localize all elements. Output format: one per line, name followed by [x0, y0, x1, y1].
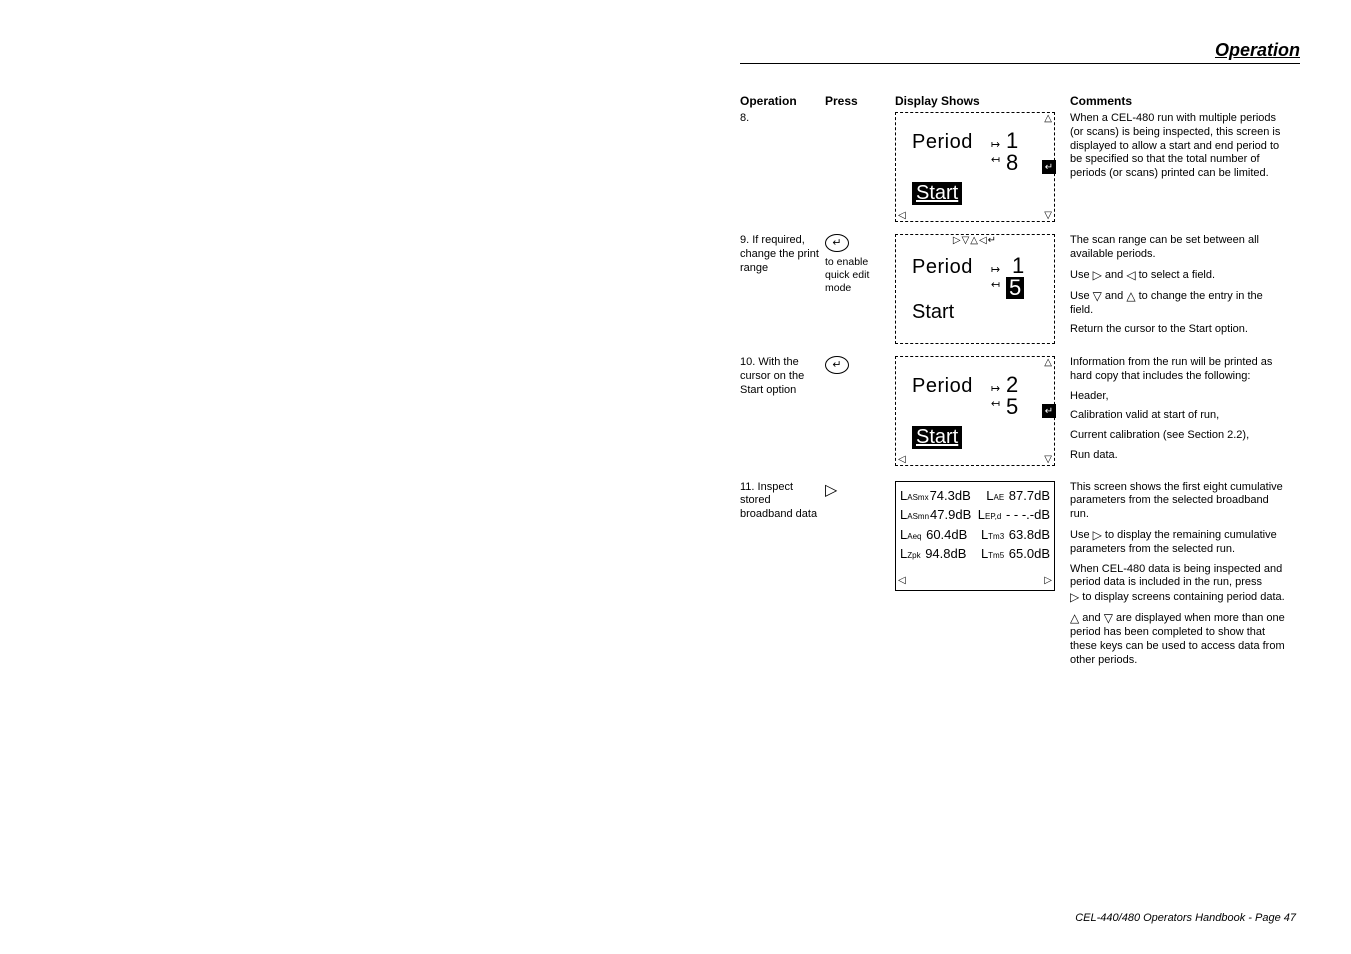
lcd-start-label: Start [912, 182, 962, 205]
col-press: Press [825, 94, 895, 108]
col-operation: Operation [740, 94, 825, 108]
tab-arrows-icon: ↦↤ [991, 263, 1000, 294]
left-triangle-icon: ◁ [1126, 268, 1135, 283]
lcd-period-label: Period [912, 131, 973, 154]
up-triangle-icon: △ [1070, 611, 1079, 626]
comment-text: Use ▷ and ◁ to select a field. [1070, 268, 1288, 283]
comment-text: Current calibration (see Section 2.2), [1070, 429, 1288, 443]
tab-arrows-icon: ↦↤ [991, 138, 1000, 169]
table-header: Operation Press Display Shows Comments [740, 94, 1300, 108]
tab-arrows-icon: ↦↤ [991, 382, 1000, 413]
comment-text: The scan range can be set between all av… [1070, 234, 1288, 262]
lcd-num2: 5 [1006, 277, 1024, 299]
page-footer: CEL-440/480 Operators Handbook - Page 47 [1075, 912, 1296, 924]
enter-button-icon: ↵ [825, 234, 849, 252]
step-number: 8. [740, 112, 749, 124]
row-11: 11. Inspect stored broadband data ▷ LASm… [740, 481, 1300, 674]
lcd-period-label: Period [912, 256, 973, 279]
comment-text: Use ▽ and △ to change the entry in the f… [1070, 289, 1288, 318]
comment-text: Return the cursor to the Start option. [1070, 323, 1288, 337]
lcd-screen-8: △ ◁ ▽ ↵ Period ↦↤ 1 8 Start [895, 112, 1055, 222]
press-subtext: to enable quick edit mode [825, 256, 889, 295]
operation-text: If required, change the print range [740, 234, 819, 274]
lcd-num1: 2 [1006, 374, 1018, 396]
row-8: 8. △ ◁ ▽ ↵ Period ↦↤ 1 8 St [740, 112, 1300, 222]
comment-text: This screen shows the first eight cumula… [1070, 481, 1288, 522]
lcd-screen-10: △ ◁ ▽ ↵ Period ↦↤ 2 5 Start [895, 356, 1055, 466]
lcd-start-label: Start [912, 301, 954, 323]
comment-text: Calibration valid at start of run, [1070, 409, 1288, 423]
section-header: Operation [740, 40, 1300, 64]
lcd-num1: 1 [1012, 255, 1024, 277]
col-display: Display Shows [895, 94, 1070, 108]
comment-text: Information from the run will be printed… [1070, 356, 1288, 384]
down-triangle-icon: ▽ [1104, 611, 1113, 626]
step-number: 10. [740, 356, 755, 368]
lcd-num1: 1 [1006, 130, 1018, 152]
lcd-start-label: Start [912, 426, 962, 449]
left-triangle-icon: ◁ [898, 573, 906, 588]
right-triangle-icon: ▷ [1044, 573, 1052, 588]
down-triangle-icon: ▽ [1093, 289, 1102, 304]
right-triangle-icon: ▷ [825, 481, 837, 501]
comment-text: △ and ▽ are displayed when more than one… [1070, 611, 1288, 667]
comment-text: Run data. [1070, 449, 1288, 463]
comment-text: Header, [1070, 390, 1288, 404]
lcd-data-screen: LASmx74.3dB LAE 87.7dB LASmn47.9dB LEP,d… [895, 481, 1055, 591]
comment-text: When a CEL-480 run with multiple periods… [1070, 112, 1288, 181]
lcd-screen-9: ▷▽△◁↵ Period ↦↤ 1 5 Start [895, 234, 1055, 344]
comment-text: When CEL-480 data is being inspected and… [1070, 563, 1288, 606]
lcd-num2: 8 [1006, 152, 1018, 174]
row-9: 9. If required, change the print range ↵… [740, 234, 1300, 344]
right-triangle-icon: ▷ [1093, 268, 1102, 283]
lcd-period-label: Period [912, 375, 973, 398]
col-comments: Comments [1070, 94, 1288, 108]
step-number: 9. [740, 234, 749, 246]
enter-button-icon: ↵ [825, 356, 849, 374]
right-triangle-icon: ▷ [1070, 590, 1079, 605]
lcd-num2: 5 [1006, 396, 1018, 418]
right-triangle-icon: ▷ [1093, 528, 1102, 543]
up-triangle-icon: △ [1126, 289, 1135, 304]
step-number: 11. [740, 481, 754, 493]
row-10: 10. With the cursor on the Start option … [740, 356, 1300, 469]
comment-text: Use ▷ to display the remaining cumulativ… [1070, 528, 1288, 557]
